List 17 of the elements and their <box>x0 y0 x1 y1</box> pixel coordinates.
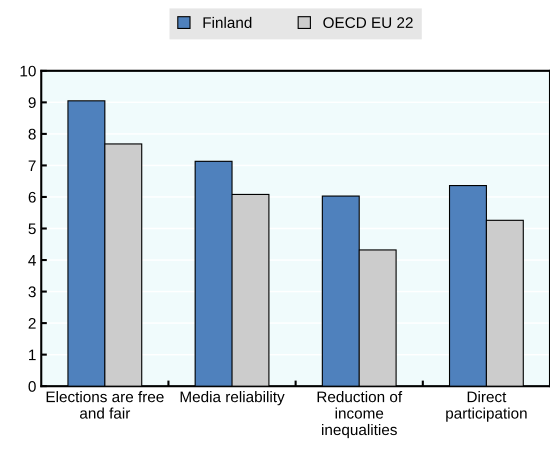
y-tick-label: 5 <box>28 224 36 234</box>
y-tick-label: 10 <box>20 66 36 77</box>
y-tick-label: 1 <box>29 350 36 360</box>
y-tick-label: 9 <box>28 97 36 108</box>
y-tick-label: 7 <box>28 160 36 171</box>
y-tick-label: 2 <box>28 318 36 329</box>
y-tick-label: 4 <box>28 255 36 266</box>
y-tick-label: 6 <box>28 192 36 203</box>
legend-label: OECD EU 22 <box>323 17 413 28</box>
x-tick-label: Elections are free and fair <box>46 391 164 419</box>
legend-label: Finland <box>203 16 252 28</box>
y-tick-label: 0 <box>28 381 36 392</box>
y-tick-label: 3 <box>28 286 36 298</box>
x-tick-label: Reduction of income inequalities <box>318 391 402 438</box>
x-tick-label: Media reliability <box>180 391 285 406</box>
x-tick-label: Direct participation <box>446 391 527 422</box>
y-tick-label: 8 <box>28 128 36 140</box>
